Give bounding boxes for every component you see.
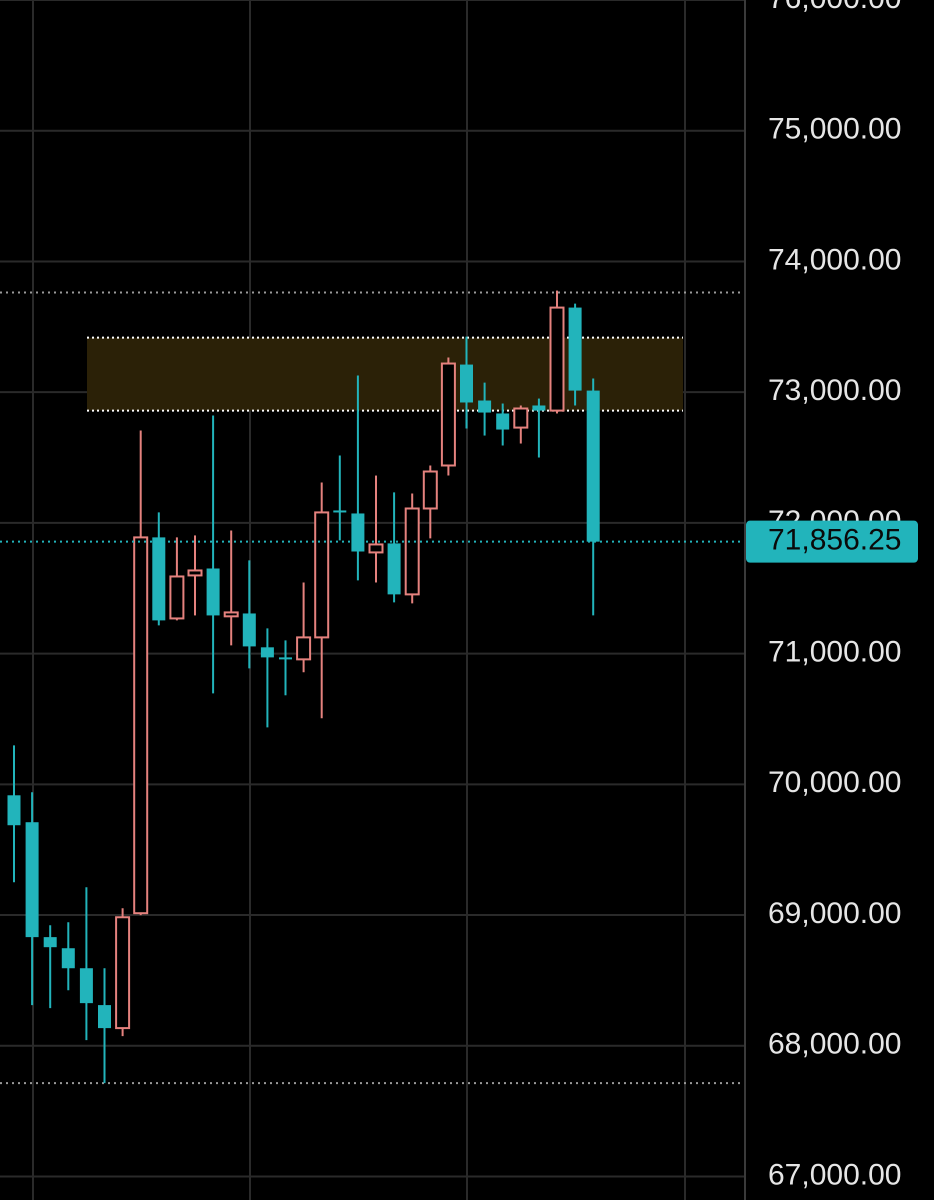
y-tick-label: 71,000.00 bbox=[768, 636, 901, 669]
y-tick-label: 74,000.00 bbox=[768, 243, 901, 276]
candle-body bbox=[187, 569, 203, 577]
candle-body bbox=[387, 543, 401, 595]
candle-body bbox=[223, 611, 239, 618]
candle-body bbox=[115, 916, 131, 1030]
candle-body bbox=[43, 937, 57, 948]
y-tick-label: 76,000.00 bbox=[768, 0, 901, 15]
candle-body bbox=[279, 657, 292, 660]
y-tick-label: 68,000.00 bbox=[768, 1028, 901, 1061]
y-tick-label: 69,000.00 bbox=[768, 897, 901, 930]
candle-body bbox=[568, 307, 582, 391]
candle-body bbox=[61, 948, 75, 969]
candle-body bbox=[422, 470, 438, 510]
candle-body bbox=[25, 822, 39, 938]
candle-body bbox=[586, 390, 600, 542]
candle-body bbox=[242, 613, 256, 647]
candle-body bbox=[513, 407, 529, 429]
candle-body bbox=[496, 413, 510, 430]
y-tick-label: 73,000.00 bbox=[768, 374, 901, 407]
candle-body bbox=[260, 647, 274, 658]
candle-body bbox=[460, 364, 473, 403]
candle-body bbox=[206, 568, 220, 616]
candle-body bbox=[79, 968, 93, 1004]
candle-body bbox=[549, 306, 565, 412]
y-tick-label: 67,000.00 bbox=[768, 1158, 901, 1191]
candle-body bbox=[368, 543, 384, 554]
y-tick-label: 70,000.00 bbox=[768, 766, 901, 799]
candle-body bbox=[7, 795, 21, 826]
candle-body bbox=[404, 507, 420, 596]
y-axis: 67,000.00 68,000.00 69,000.00 70,000.00 71,0… bbox=[746, 0, 918, 1191]
candle-body bbox=[440, 362, 456, 467]
candle-body bbox=[333, 510, 347, 513]
zone bbox=[87, 337, 683, 411]
candle-body bbox=[296, 636, 312, 661]
y-tick-label: 75,000.00 bbox=[768, 113, 901, 146]
candle-body bbox=[169, 575, 185, 620]
candle-body bbox=[98, 1005, 111, 1029]
candle-body bbox=[532, 405, 546, 411]
candle-body bbox=[133, 536, 149, 915]
candle-body bbox=[314, 511, 330, 639]
last-price-label: 71,856.25 bbox=[768, 524, 901, 557]
plot-area bbox=[0, 290, 745, 1085]
candle-body bbox=[152, 537, 166, 621]
last-price-badge bbox=[746, 520, 918, 563]
candle-body bbox=[478, 400, 492, 413]
candle-body bbox=[351, 513, 365, 552]
